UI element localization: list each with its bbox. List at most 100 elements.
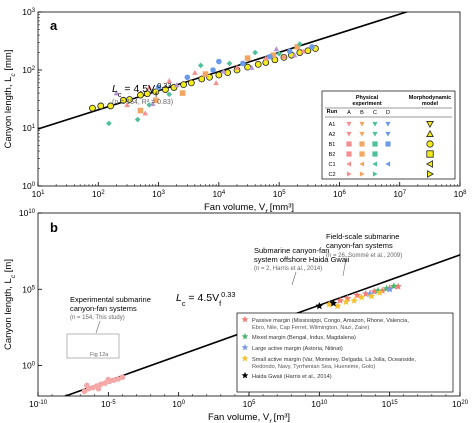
legend-marker xyxy=(372,171,378,177)
legend-header-model: Morphodynamic xyxy=(409,95,451,101)
data-point xyxy=(210,67,216,73)
data-point xyxy=(294,44,301,50)
legend-marker xyxy=(346,161,352,167)
panel-letter: a xyxy=(50,18,58,33)
y-tick-label: 101 xyxy=(22,123,35,133)
data-point xyxy=(134,116,141,123)
data-point xyxy=(273,46,280,52)
data-point xyxy=(149,101,156,107)
x-tick-label: 101 xyxy=(32,189,45,199)
x-tick-label: 1010 xyxy=(311,399,328,409)
data-point xyxy=(394,282,402,290)
data-point xyxy=(350,296,358,304)
legend-marker xyxy=(346,151,352,157)
legend-marker xyxy=(241,315,249,323)
data-point xyxy=(97,102,105,110)
data-point xyxy=(276,51,282,57)
legend-marker xyxy=(359,161,365,167)
legend-marker xyxy=(385,131,391,137)
x-axis-label: Fan volume, Vf [m³] xyxy=(208,412,290,423)
x-tick-label: 106 xyxy=(333,189,346,199)
x-tick-label: 108 xyxy=(454,189,467,199)
legend-model-marker xyxy=(426,140,434,148)
data-point xyxy=(142,110,148,116)
data-point xyxy=(240,60,246,67)
data-point xyxy=(376,288,384,296)
panel-b: 10-10 10-5 100 105 1010 1015 1020 100 105 1010 Fan… xyxy=(3,208,469,423)
annotation-experimental-note: (n = 154, This study) xyxy=(70,315,125,321)
data-point xyxy=(248,64,255,70)
data-point xyxy=(126,96,133,103)
data-point xyxy=(216,58,222,65)
legend-marker xyxy=(241,371,249,379)
data-point xyxy=(155,84,162,91)
x-tick-label: 10-5 xyxy=(101,399,116,409)
fig-ref-box xyxy=(66,333,120,359)
data-point xyxy=(146,84,153,90)
data-point xyxy=(143,90,151,98)
legend-model-marker xyxy=(426,121,434,129)
legend-subheader: D xyxy=(386,110,390,116)
x-tick-label: 105 xyxy=(273,189,286,199)
legend-row-label: B1 xyxy=(329,142,336,148)
data-point xyxy=(111,377,117,383)
x-tick-label: 105 xyxy=(243,399,256,409)
data-point xyxy=(198,75,206,83)
annotation-field: canyon-fan systems xyxy=(326,241,393,250)
legend-model-marker xyxy=(427,170,435,178)
data-point xyxy=(95,385,102,392)
data-point xyxy=(220,68,227,74)
data-point xyxy=(315,302,324,310)
y-tick-label: 1010 xyxy=(19,208,36,218)
legend-subheader: A xyxy=(347,110,351,116)
legend-marker xyxy=(372,121,378,127)
data-point xyxy=(179,90,186,96)
legend: Passive margin (Mississippi, Congo, Amaz… xyxy=(236,312,454,393)
data-point xyxy=(353,291,362,299)
annotation-leader xyxy=(342,258,347,277)
data-point xyxy=(300,48,306,54)
data-point xyxy=(215,71,223,79)
legend-marker xyxy=(241,354,249,362)
data-point xyxy=(291,52,298,58)
data-point xyxy=(146,102,153,108)
x-axis-label: Fan volume, Vf [mm³] xyxy=(204,202,294,216)
data-point xyxy=(270,52,277,58)
data-point xyxy=(98,381,104,387)
data-point xyxy=(336,296,344,304)
legend-marker xyxy=(359,151,365,157)
legend-marker xyxy=(346,131,352,137)
legend-marker xyxy=(346,171,352,177)
legend-marker xyxy=(385,121,391,127)
x-tick-label: 10-10 xyxy=(29,399,48,409)
data-point xyxy=(390,282,398,290)
annotation-experimental: canyon-fan systems xyxy=(70,304,137,313)
data-point xyxy=(115,376,121,382)
data-point xyxy=(187,79,195,87)
x-tick-label: 1015 xyxy=(382,399,399,409)
data-point xyxy=(197,62,204,69)
legend-model-marker xyxy=(426,129,434,137)
y-tick-label: 103 xyxy=(22,7,35,17)
data-point xyxy=(329,299,338,307)
equation-label: Lc = 4.5Vf0.33 xyxy=(176,290,235,308)
y-axis-label: Canyon length, Lc [m] xyxy=(3,259,17,350)
fig-ref-label: Fig 12a xyxy=(90,352,109,358)
annotation-field: Field-scale submarine xyxy=(326,232,399,241)
plot-contents xyxy=(38,12,410,130)
legend-marker xyxy=(385,141,391,147)
legend-row-label: C1 xyxy=(328,162,335,168)
legend-marker xyxy=(372,131,378,137)
data-point xyxy=(202,71,209,77)
data-point xyxy=(367,292,376,300)
legend-item-label: Passive margin (Mississippi, Congo, Amaz… xyxy=(252,318,409,324)
data-point xyxy=(184,74,191,81)
data-point xyxy=(262,55,269,61)
legend-marker xyxy=(359,121,365,127)
legend-model-marker xyxy=(425,160,433,168)
x-tick-label: 102 xyxy=(92,189,105,199)
legend-marker xyxy=(372,141,378,147)
data-point xyxy=(325,300,333,308)
